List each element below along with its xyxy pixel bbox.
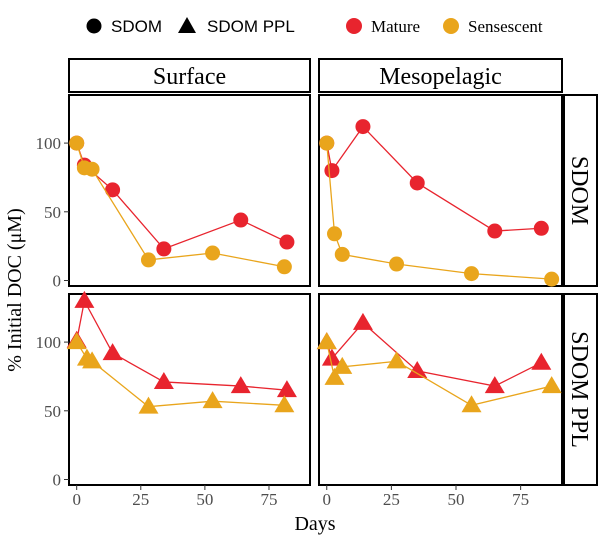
- y-tick-label: 50: [44, 203, 61, 222]
- data-point-sensescent: [324, 367, 345, 385]
- data-point-mature: [74, 290, 95, 308]
- data-point-mature: [233, 212, 249, 228]
- data-point-mature: [156, 241, 172, 257]
- data-point-mature: [352, 312, 373, 330]
- legend: SDOM SDOM PPL Mature Sensescent: [86, 17, 543, 36]
- legend-sensescent-icon: [443, 18, 459, 34]
- legend-label-mature: Mature: [371, 17, 420, 36]
- data-point-mature: [321, 348, 342, 366]
- data-point-sensescent: [274, 395, 295, 413]
- data-point-mature: [230, 376, 251, 394]
- data-point-mature: [533, 220, 549, 236]
- x-tick-label: 50: [196, 490, 213, 509]
- axis-ticks: 0 50 100 0 50 100 0 25 50 75 0 25 50 75: [36, 134, 530, 509]
- data-point-mature: [324, 163, 340, 179]
- data-point-sensescent: [82, 351, 103, 369]
- strip-surface: [68, 58, 311, 93]
- legend-mature-icon: [346, 18, 362, 34]
- x-tick-label: 50: [448, 490, 465, 509]
- data-point-sensescent: [464, 266, 480, 282]
- data-point-mature: [407, 360, 428, 378]
- x-tick-label: 25: [383, 490, 400, 509]
- strip-sdom-ppl: [563, 293, 598, 486]
- x-tick-label: 75: [512, 490, 529, 509]
- legend-triangle-icon: [178, 17, 196, 33]
- data-point-sensescent: [334, 246, 350, 262]
- data-point-sensescent: [84, 161, 100, 177]
- data-point-sensescent: [319, 135, 335, 151]
- x-tick-label: 25: [132, 490, 149, 509]
- data-point-mature: [487, 223, 503, 239]
- data-point-sensescent: [316, 332, 337, 350]
- strip-label-sdom-ppl: SDOM PPL: [566, 331, 592, 448]
- data-point-sensescent: [69, 135, 85, 151]
- data-point-sensescent: [66, 332, 87, 350]
- strip-mesopelagic: [318, 58, 563, 93]
- legend-circle-icon: [86, 18, 102, 34]
- y-tick-label: 100: [36, 134, 62, 153]
- legend-label-sdom: SDOM: [111, 17, 162, 36]
- data-point-mature: [409, 175, 425, 191]
- data-point-sensescent: [541, 376, 562, 394]
- x-tick-label: 75: [260, 490, 277, 509]
- legend-label-sdom-ppl: SDOM PPL: [207, 17, 295, 36]
- data-point-sensescent: [202, 391, 223, 409]
- x-tick-label: 0: [323, 490, 332, 509]
- y-tick-label: 0: [53, 272, 62, 291]
- data-point-sensescent: [332, 356, 353, 374]
- data-point-sensescent: [389, 256, 405, 272]
- data-point-sensescent: [138, 396, 159, 414]
- data-point-mature: [355, 119, 371, 135]
- data-point-sensescent: [544, 271, 560, 287]
- data-point-mature: [531, 352, 552, 370]
- strip-label-mesopelagic: Mesopelagic: [379, 64, 502, 90]
- x-tick-label: 0: [72, 490, 81, 509]
- data-point-sensescent: [276, 259, 292, 275]
- data-point-mature: [276, 380, 297, 398]
- data-point-mature: [153, 371, 174, 389]
- data-point-mature: [279, 234, 295, 250]
- panel-mesopelagic-sdom-ppl: [318, 293, 563, 486]
- legend-label-sensescent: Sensescent: [468, 17, 543, 36]
- y-axis-title: % Initial DOC (μM): [4, 208, 26, 371]
- data-point-mature: [105, 182, 121, 198]
- x-axis-title: Days: [294, 513, 335, 535]
- series-line-sensescent: [326, 143, 552, 280]
- data-point-sensescent: [461, 395, 482, 413]
- data-point-sensescent: [386, 351, 407, 369]
- data-point-sensescent: [327, 226, 343, 242]
- data-point-sensescent: [140, 252, 156, 268]
- strip-label-sdom: SDOM: [566, 156, 592, 225]
- panel-surface-sdom-ppl: [68, 293, 311, 486]
- y-tick-label: 100: [36, 333, 62, 352]
- data-point-sensescent: [205, 245, 221, 261]
- strip-sdom: [563, 94, 598, 287]
- data-point-mature: [484, 376, 505, 394]
- y-tick-label: 0: [53, 471, 62, 490]
- strip-label-surface: Surface: [153, 64, 226, 90]
- data-marks: [66, 119, 562, 414]
- data-point-mature: [102, 343, 123, 361]
- y-tick-label: 50: [44, 402, 61, 421]
